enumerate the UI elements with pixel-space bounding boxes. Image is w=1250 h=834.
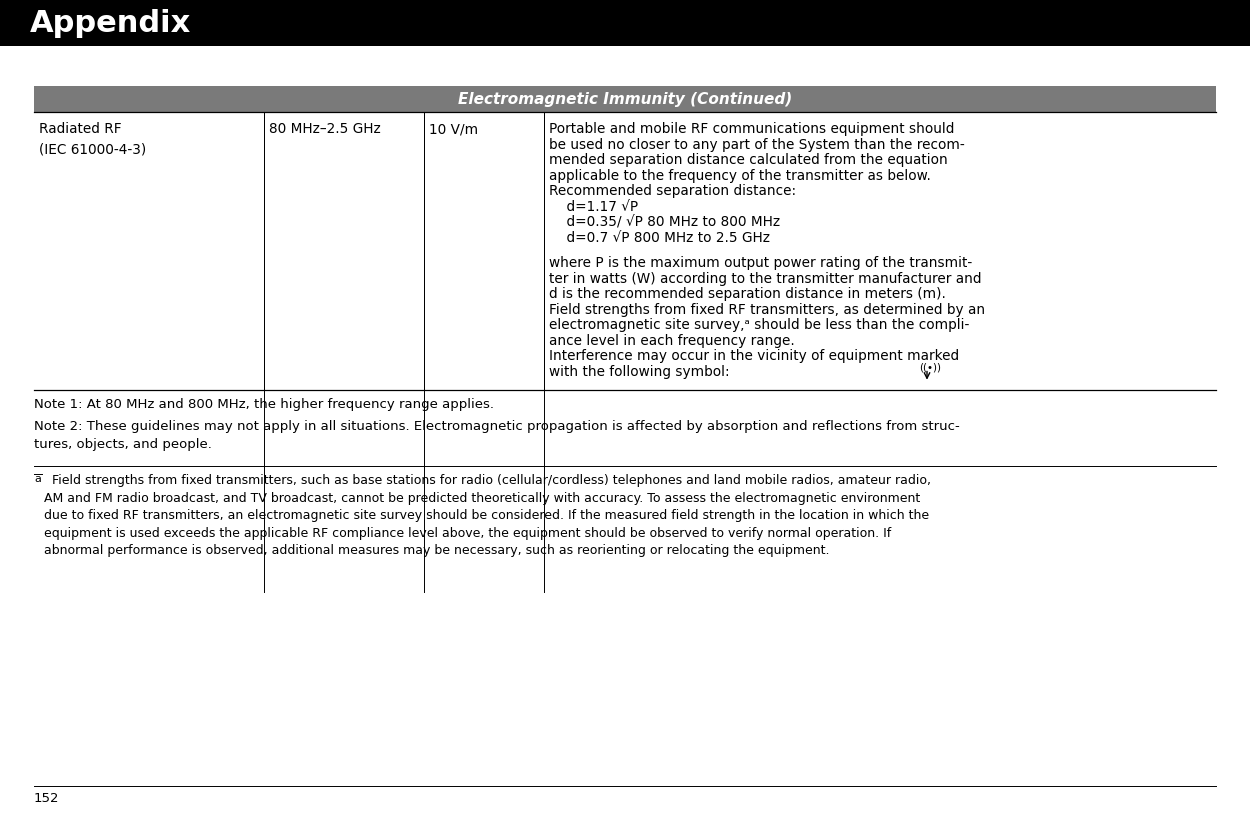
Text: Interference may occur in the vicinity of equipment marked: Interference may occur in the vicinity o…	[549, 349, 959, 363]
Text: electromagnetic site survey,ᵃ should be less than the compli-: electromagnetic site survey,ᵃ should be …	[549, 318, 970, 332]
Text: Note 2: These guidelines may not apply in all situations. Electromagnetic propag: Note 2: These guidelines may not apply i…	[34, 420, 960, 451]
Text: Note 1: At 80 MHz and 800 MHz, the higher frequency range applies.: Note 1: At 80 MHz and 800 MHz, the highe…	[34, 398, 494, 411]
Text: Field strengths from fixed transmitters, such as base stations for radio (cellul: Field strengths from fixed transmitters,…	[44, 474, 931, 557]
Text: Radiated RF
(IEC 61000-4-3): Radiated RF (IEC 61000-4-3)	[39, 122, 146, 156]
Text: ter in watts (W) according to the transmitter manufacturer and: ter in watts (W) according to the transm…	[549, 272, 981, 285]
Text: 152: 152	[34, 792, 60, 805]
Text: Portable and mobile RF communications equipment should: Portable and mobile RF communications eq…	[549, 122, 955, 136]
Text: Electromagnetic Immunity (Continued): Electromagnetic Immunity (Continued)	[458, 92, 792, 107]
Bar	[34, 86, 1216, 112]
Text: be used no closer to any part of the System than the recom-: be used no closer to any part of the Sys…	[549, 138, 965, 152]
Text: where P is the maximum output power rating of the transmit-: where P is the maximum output power rati…	[549, 256, 972, 270]
Text: 10 V/m: 10 V/m	[429, 122, 478, 136]
Text: d is the recommended separation distance in meters (m).: d is the recommended separation distance…	[549, 287, 946, 301]
Text: ance level in each frequency range.: ance level in each frequency range.	[549, 334, 795, 348]
Text: d=1.17 √P: d=1.17 √P	[549, 199, 639, 214]
Text: Field strengths from fixed RF transmitters, as determined by an: Field strengths from fixed RF transmitte…	[549, 303, 985, 317]
Text: Recommended separation distance:: Recommended separation distance:	[549, 184, 796, 198]
Bar	[0, 0, 1250, 46]
Text: ((•)): ((•))	[919, 363, 941, 373]
Text: d=0.7 √P 800 MHz to 2.5 GHz: d=0.7 √P 800 MHz to 2.5 GHz	[549, 230, 770, 244]
Text: mended separation distance calculated from the equation: mended separation distance calculated fr…	[549, 153, 948, 167]
Text: a: a	[34, 474, 41, 484]
Text: d=0.35/ √P 80 MHz to 800 MHz: d=0.35/ √P 80 MHz to 800 MHz	[549, 215, 780, 229]
Text: with the following symbol:: with the following symbol:	[549, 364, 730, 379]
Text: 80 MHz–2.5 GHz: 80 MHz–2.5 GHz	[269, 122, 381, 136]
Text: applicable to the frequency of the transmitter as below.: applicable to the frequency of the trans…	[549, 168, 931, 183]
Text: Appendix: Appendix	[30, 8, 191, 38]
